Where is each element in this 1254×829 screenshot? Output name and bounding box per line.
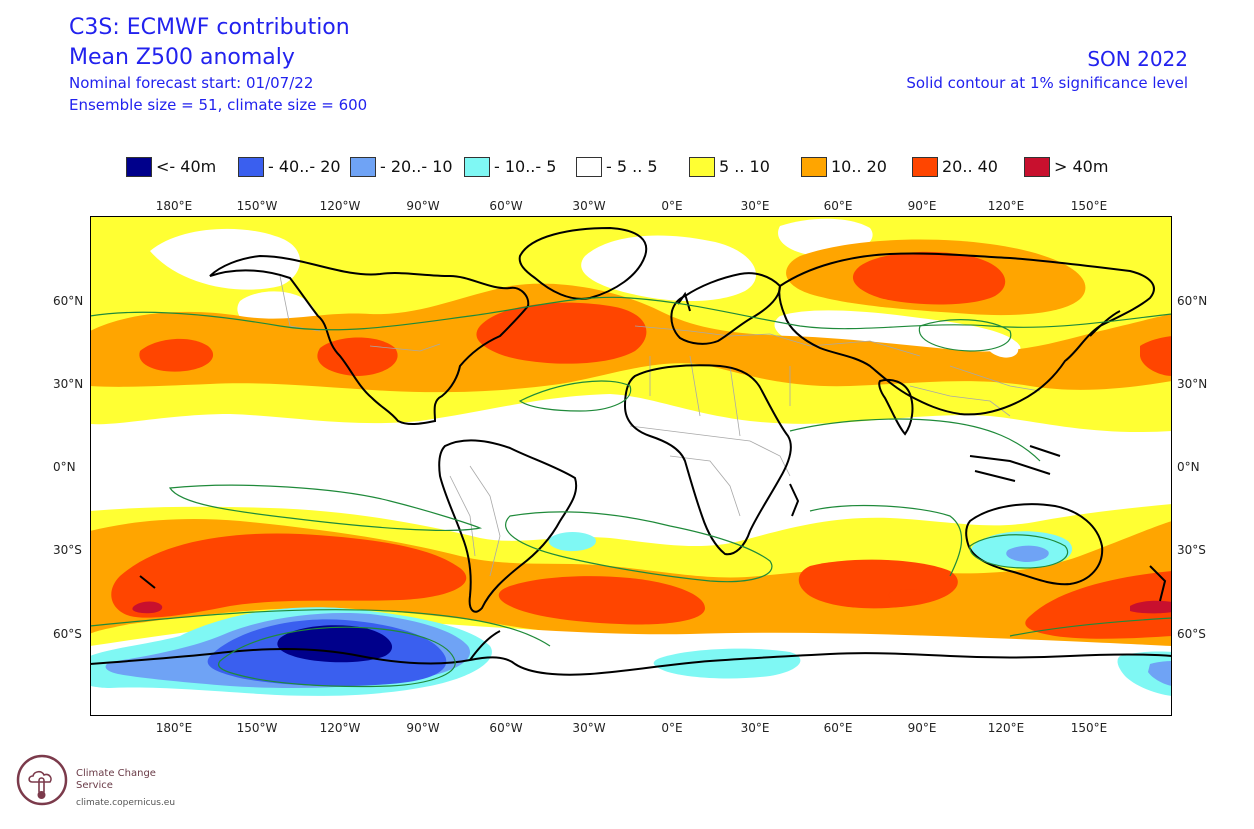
lon-tick-bottom: 60°W [489,721,523,735]
lon-tick-top: 60°W [489,199,523,213]
lat-tick-right: 30°N [1177,377,1208,391]
legend-label: - 40..- 20 [268,157,341,176]
copernicus-logo: Climate Change Service climate.copernicu… [14,752,214,812]
anomaly-region-red-pacific [139,338,214,372]
anomaly-region-red-sw-pacific [1025,571,1172,639]
anomaly-region-darkred-east [1130,600,1172,614]
lon-tick-bottom: 120°E [987,721,1025,735]
anomaly-region-red-siberia [852,251,1006,305]
legend-label: - 5 .. 5 [606,157,658,176]
thermometer-cloud-icon [16,754,68,806]
legend-swatch [801,157,827,177]
anomaly-region-lightblue-edge [1148,661,1172,686]
lon-tick-bottom: 30°W [572,721,606,735]
lat-tick-left: 60°S [53,627,82,641]
legend-label: 5 .. 10 [719,157,770,176]
lon-tick-bottom: 90°E [907,721,937,735]
coast-greenland [518,226,648,300]
legend-swatch [912,157,938,177]
lon-tick-top: 90°E [907,199,937,213]
coast-madagascar [789,483,800,517]
lon-tick-top: 120°W [319,199,361,213]
map-subtitle: Mean Z500 anomaly [69,45,295,70]
anomaly-region-cyan-atlantic [548,532,596,552]
coast-indonesia [969,445,1061,482]
coast-asia [778,252,1155,416]
coast-europe [670,272,782,345]
legend-swatch [689,157,715,177]
legend-swatch [238,157,264,177]
lon-tick-top: 30°E [740,199,770,213]
anomaly-region-lightblue-australia [1006,545,1049,562]
lon-tick-bottom: 150°E [1070,721,1108,735]
forecast-start: Nominal forecast start: 01/07/22 [69,74,314,92]
coast-africa [623,364,792,556]
map-title: C3S: ECMWF contribution [69,15,350,40]
coast-new-zealand [139,565,1167,602]
lon-tick-top: 0°E [661,199,683,213]
lat-tick-right: 30°S [1177,543,1206,557]
anomaly-region-red-south-pacific [111,533,467,618]
legend-label: 20.. 40 [942,157,998,176]
lon-tick-bottom: 120°W [319,721,361,735]
lon-tick-bottom: 60°E [823,721,853,735]
legend-swatch [576,157,602,177]
logo-name: Climate Change Service [76,768,156,791]
legend-label: - 10..- 5 [494,157,557,176]
ensemble-info: Ensemble size = 51, climate size = 600 [69,96,368,114]
header-left: C3S: ECMWF contribution Mean Z500 anomal… [69,14,367,116]
anomaly-region-red-south-atlantic [498,576,705,625]
lat-tick-right: 0°N [1177,460,1200,474]
lon-tick-bottom: 0°E [661,721,683,735]
lon-tick-top: 120°E [987,199,1025,213]
coast-north-america [209,254,530,425]
legend-swatch [1024,157,1050,177]
coast-india [878,378,914,436]
legend-swatch [126,157,152,177]
anomaly-region-cyan-antarctic-east [653,648,801,679]
lon-tick-top: 150°W [236,199,278,213]
anomaly-region-red-small-indian [888,589,929,604]
header-right: SON 2022 Solid contour at 1% significanc… [906,46,1188,94]
season-label: SON 2022 [1087,47,1188,71]
lat-tick-left: 30°N [53,377,84,391]
lon-tick-top: 60°E [823,199,853,213]
lon-tick-top: 180°E [155,199,193,213]
legend-swatch [464,157,490,177]
legend-label: <- 40m [156,157,217,176]
lon-tick-bottom: 180°E [155,721,193,735]
lon-tick-bottom: 90°W [406,721,440,735]
legend-label: - 20..- 10 [380,157,453,176]
map-frame [90,216,1172,716]
logo-url: climate.copernicus.eu [76,798,176,808]
lat-tick-left: 30°S [53,543,82,557]
anomaly-region-red-east-edge [1140,336,1172,376]
anomaly-region-darkred [132,601,163,614]
coast-antarctica [90,648,1172,676]
legend-swatch [350,157,376,177]
anomaly-region-white-greenland [581,235,757,302]
lat-tick-right: 60°N [1177,294,1208,308]
lon-tick-top: 30°W [572,199,606,213]
anomaly-region-white-spot [988,340,1019,358]
lon-tick-bottom: 30°E [740,721,770,735]
coast-australia [965,503,1104,586]
lat-tick-left: 60°N [53,294,84,308]
coast-antarctic-peninsula [469,630,501,661]
lon-tick-bottom: 150°W [236,721,278,735]
legend-label: > 40m [1054,157,1109,176]
country-borders [279,275,1041,577]
lon-tick-top: 150°E [1070,199,1108,213]
lat-tick-left: 0°N [53,460,76,474]
anomaly-map [90,216,1172,716]
lon-tick-top: 90°W [406,199,440,213]
significance-note: Solid contour at 1% significance level [906,74,1188,92]
coast-south-america [438,439,578,613]
anomaly-region-white-arctic [150,228,300,290]
significance-contours [90,296,1172,688]
legend-label: 10.. 20 [831,157,887,176]
anomaly-region-darkblue-south-pacific [277,625,393,663]
lat-tick-right: 60°S [1177,627,1206,641]
